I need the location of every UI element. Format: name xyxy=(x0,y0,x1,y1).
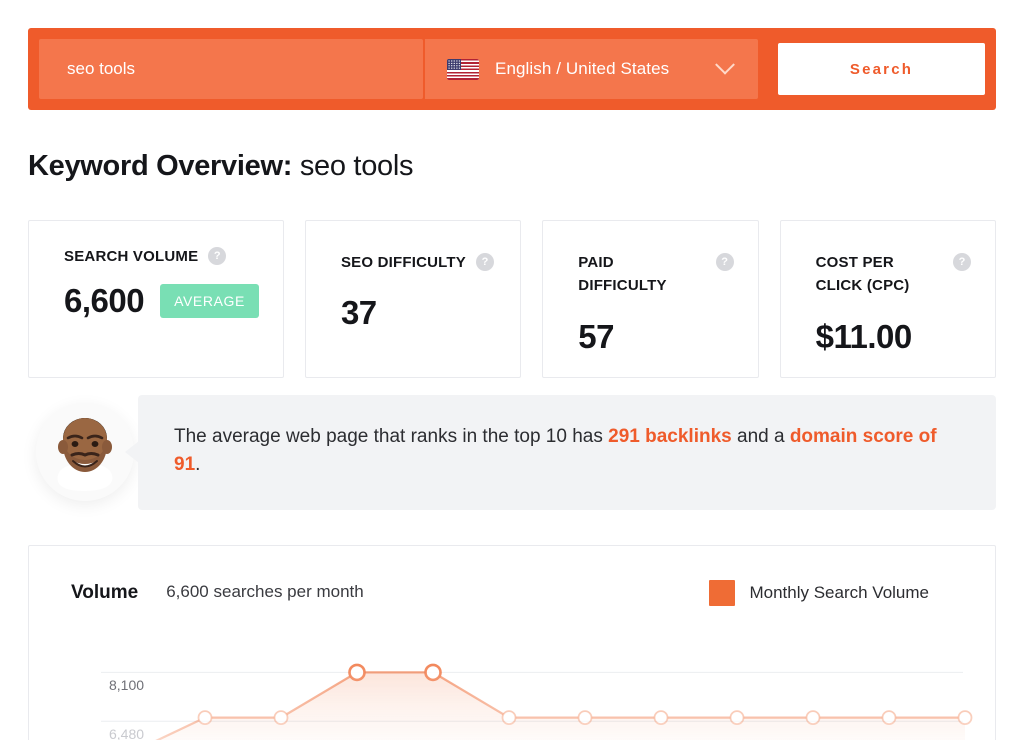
chart-data-point[interactable] xyxy=(501,710,517,725)
language-country-select[interactable]: English / United States xyxy=(423,39,758,99)
keyword-search-input[interactable] xyxy=(39,39,423,99)
chevron-down-icon xyxy=(715,54,735,75)
metric-card-cpc: COST PER CLICK (CPC) ? $11.00 xyxy=(779,220,996,378)
legend-swatch-icon xyxy=(709,580,736,606)
callout-text-part2: and a xyxy=(731,426,790,447)
insight-callout: The average web page that ranks in the t… xyxy=(28,395,996,515)
y-axis-tick-label: 8,100 xyxy=(109,677,145,694)
chart-data-point[interactable] xyxy=(729,710,745,725)
chart-data-point[interactable] xyxy=(424,663,442,682)
volume-chart-card: Volume 6,600 searches per month Monthly … xyxy=(28,545,996,740)
chart-data-point[interactable] xyxy=(881,710,897,725)
y-axis-tick-label: 6,480 xyxy=(109,726,145,740)
volume-line-chart xyxy=(101,663,973,740)
card-header: SEARCH VOLUME ? xyxy=(64,245,259,268)
language-label: English / United States xyxy=(495,59,670,78)
callout-text-part3: . xyxy=(195,454,201,476)
chart-data-point[interactable] xyxy=(273,710,289,725)
question-mark-icon[interactable]: ? xyxy=(208,247,227,265)
callout-text-part1: The average web page that ranks in the t… xyxy=(174,426,609,447)
metric-label: PAID DIFFICULTY xyxy=(578,254,667,295)
card-value-row: 57 xyxy=(578,318,733,356)
metric-label: COST PER CLICK (CPC) xyxy=(815,254,910,295)
us-flag-icon xyxy=(447,58,479,80)
chart-data-point[interactable] xyxy=(197,710,213,725)
page-title-prefix: Keyword Overview: xyxy=(28,150,293,182)
chart-subtitle: 6,600 searches per month xyxy=(166,582,364,601)
callout-text: The average web page that ranks in the t… xyxy=(174,423,960,479)
card-value-row: $11.00 xyxy=(816,318,971,356)
card-value-row: 6,600 AVERAGE xyxy=(64,282,259,320)
chart-header: Volume 6,600 searches per month Monthly … xyxy=(29,546,995,638)
metric-card-seo-difficulty: SEO DIFFICULTY ? 37 xyxy=(304,220,522,378)
card-header: SEO DIFFICULTY ? xyxy=(341,251,496,274)
callout-highlight-domain-score: domain score of 91 xyxy=(174,426,937,476)
chart-data-point[interactable] xyxy=(957,710,973,725)
question-mark-icon[interactable]: ? xyxy=(952,253,971,271)
search-button[interactable]: Search xyxy=(778,43,985,95)
metric-card-paid-difficulty: PAID DIFFICULTY ? 57 xyxy=(542,220,759,378)
chart-data-point[interactable] xyxy=(653,710,669,725)
metric-value: 37 xyxy=(340,294,377,332)
chart-legend: Monthly Search Volume xyxy=(709,580,929,606)
question-mark-icon[interactable]: ? xyxy=(715,253,734,271)
chart-plot-area: 8,100 6,480 xyxy=(29,638,995,740)
legend-label: Monthly Search Volume xyxy=(749,583,929,602)
metric-card-row: SEARCH VOLUME ? 6,600 AVERAGE SEO DIFFIC… xyxy=(28,220,996,378)
chart-data-point[interactable] xyxy=(805,710,821,725)
status-badge: AVERAGE xyxy=(160,284,259,319)
callout-bubble: The average web page that ranks in the t… xyxy=(125,395,996,510)
chart-title: Volume xyxy=(71,582,139,603)
metric-label: SEARCH VOLUME xyxy=(64,248,199,265)
page-title-keyword: seo tools xyxy=(292,150,414,182)
search-bar: English / United States Search xyxy=(28,28,996,110)
metric-value: 6,600 xyxy=(64,282,145,320)
avatar xyxy=(36,403,134,501)
chart-data-point[interactable] xyxy=(577,710,593,725)
metric-label: SEO DIFFICULTY xyxy=(340,254,466,271)
card-header: PAID DIFFICULTY ? xyxy=(578,251,734,298)
card-value-row: 37 xyxy=(341,294,496,332)
metric-value: $11.00 xyxy=(815,317,913,355)
page-title: Keyword Overview: seo tools xyxy=(28,150,414,183)
question-mark-icon[interactable]: ? xyxy=(475,253,494,271)
card-header: COST PER CLICK (CPC) ? xyxy=(816,251,971,298)
metric-value: 57 xyxy=(578,317,615,355)
chart-data-point[interactable] xyxy=(348,663,366,682)
callout-highlight-backlinks: 291 backlinks xyxy=(608,426,732,447)
metric-card-search-volume: SEARCH VOLUME ? 6,600 AVERAGE xyxy=(28,220,284,378)
